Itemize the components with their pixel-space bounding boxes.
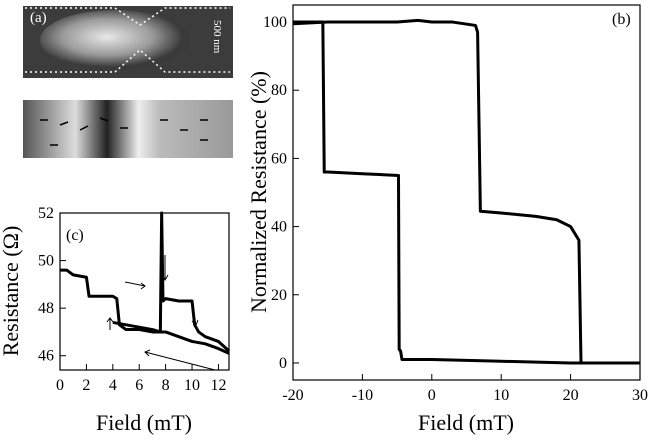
x-tick-label: 30 (632, 387, 648, 404)
x-tick-label: 0 (428, 387, 436, 404)
x-tick-label: -20 (282, 387, 303, 404)
data-line (112, 211, 231, 353)
y-tick-label: 100 (263, 14, 287, 31)
x-tick-label: 0 (56, 377, 64, 394)
x-tick-label: 10 (184, 377, 200, 394)
plot-frame (292, 4, 641, 381)
x-tick-label: 6 (135, 377, 143, 394)
scale-bar-label: 500 nm (211, 20, 223, 54)
panel-label: (c) (66, 227, 84, 244)
x-tick-label: 10 (493, 387, 509, 404)
x-tick-label: -10 (352, 387, 373, 404)
plot-frame (59, 212, 230, 371)
y-axis-title: Normalized Resistance (%) (246, 71, 271, 313)
y-axis-title: Resistance (Ω) (0, 226, 23, 357)
x-tick-label: 8 (162, 377, 170, 394)
outline (25, 7, 230, 73)
x-tick-label: 20 (563, 387, 579, 404)
micrograph-contrast (40, 10, 190, 70)
panel-label: (b) (612, 11, 631, 28)
x-tick-label: 12 (210, 377, 226, 394)
y-tick-label: 50 (38, 253, 54, 270)
y-tick-label: 20 (271, 287, 287, 304)
data-line (60, 268, 230, 355)
panel-label: (a) (30, 10, 47, 26)
x-tick-label: 4 (109, 377, 117, 394)
y-tick-label: 46 (38, 348, 54, 365)
x-axis-title: Field (mT) (96, 410, 192, 435)
panel-a: (a) 500 nm (23, 6, 233, 158)
data-line (293, 20, 640, 365)
x-tick-label: 2 (82, 377, 90, 394)
data-line (292, 18, 640, 365)
spin-arrows (40, 117, 208, 146)
y-tick-label: 60 (271, 150, 287, 167)
y-tick-label: 40 (271, 219, 287, 236)
y-tick-label: 52 (38, 205, 54, 222)
y-tick-label: 80 (271, 82, 287, 99)
y-tick-label: 48 (38, 300, 54, 317)
x-axis-title: Field (mT) (418, 410, 514, 435)
y-tick-label: 0 (279, 355, 287, 372)
simulation (23, 100, 233, 158)
